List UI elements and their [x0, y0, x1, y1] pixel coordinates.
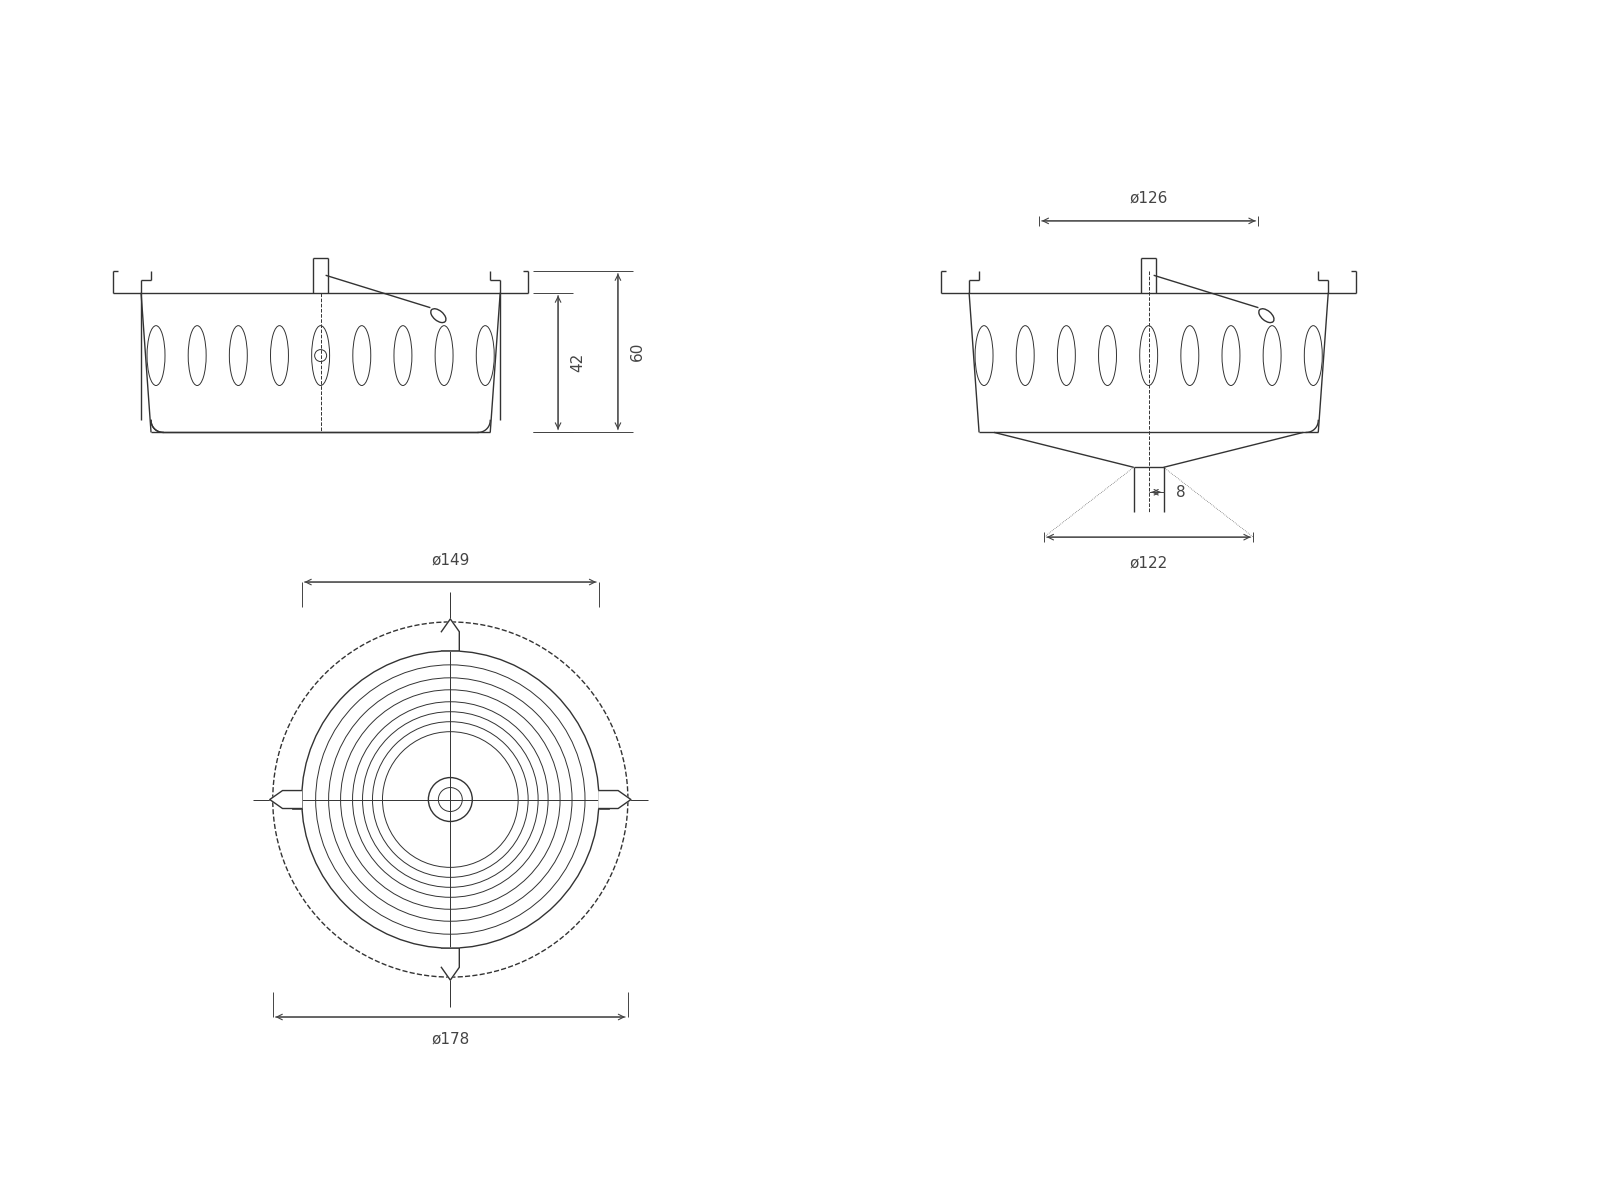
Bar	[441, 641, 459, 650]
Text: ø122: ø122	[1129, 556, 1167, 570]
Text: 60: 60	[630, 342, 644, 361]
Bar	[600, 791, 609, 809]
Polygon shape	[270, 791, 302, 809]
Bar	[441, 948, 459, 958]
Bar	[293, 791, 302, 809]
Text: 42: 42	[569, 353, 585, 372]
Text: ø178: ø178	[432, 1032, 470, 1046]
Text: ø149: ø149	[432, 552, 470, 568]
Polygon shape	[441, 619, 459, 650]
Text: ø126: ø126	[1129, 191, 1167, 206]
Polygon shape	[441, 948, 459, 980]
Polygon shape	[600, 791, 632, 809]
Text: 8: 8	[1175, 485, 1185, 499]
